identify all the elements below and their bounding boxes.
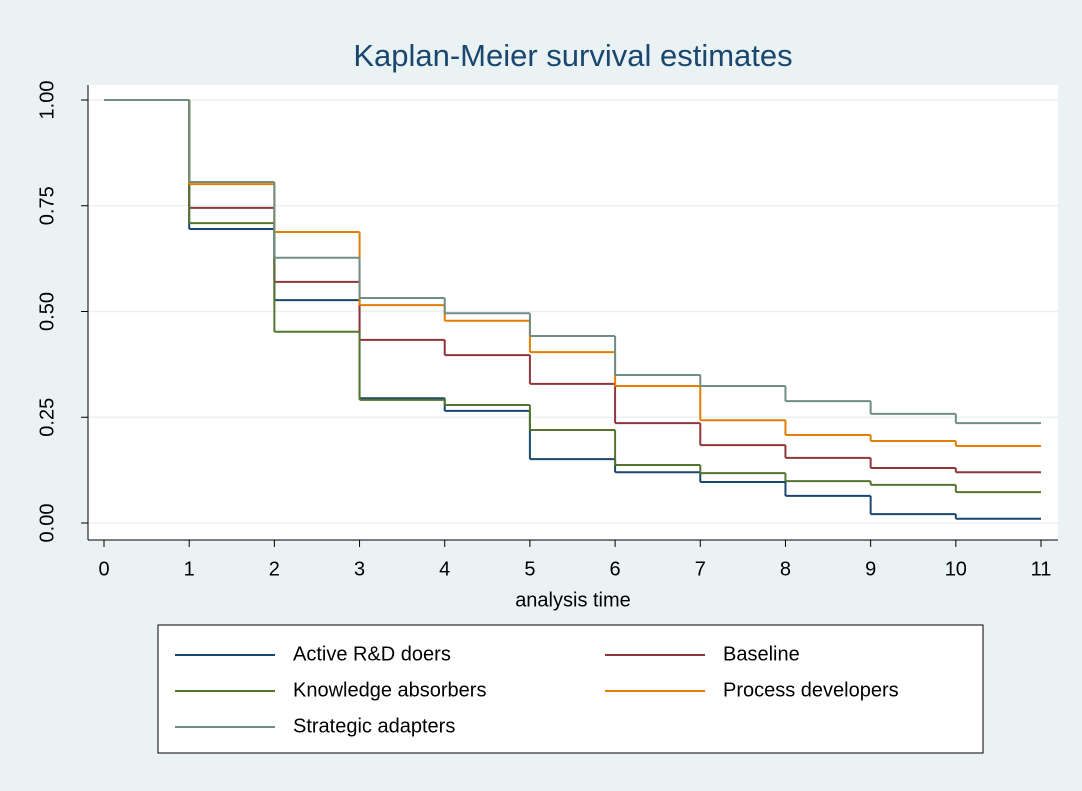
x-axis-label: analysis time [515,589,631,611]
x-tick-label: 9 [865,558,876,580]
x-tick-label: 0 [98,558,109,580]
x-tick-label: 4 [439,558,450,580]
y-tick-label: 0.75 [36,186,58,225]
legend-label: Knowledge absorbers [293,679,486,701]
x-tick-label: 6 [610,558,621,580]
plot-area [88,85,1058,540]
legend-label: Active R&D doers [293,643,451,665]
legend-label: Baseline [723,643,800,665]
legend [157,624,984,754]
y-tick-label: 0.00 [36,504,58,543]
x-tick-label: 2 [269,558,280,580]
x-tick-label: 8 [780,558,791,580]
y-tick-label: 1.00 [36,81,58,120]
x-tick-label: 3 [354,558,365,580]
y-tick-label: 0.25 [36,398,58,437]
y-tick-label: 0.50 [36,292,58,331]
x-tick-label: 5 [524,558,535,580]
legend-label: Process developers [723,679,899,701]
x-tick-label: 11 [1031,558,1052,580]
legend-label: Strategic adapters [293,715,455,737]
x-tick-label: 7 [695,558,706,580]
x-tick-label: 10 [945,558,967,580]
chart-title: Kaplan-Meier survival estimates [353,38,792,73]
x-tick-label: 1 [184,558,195,580]
